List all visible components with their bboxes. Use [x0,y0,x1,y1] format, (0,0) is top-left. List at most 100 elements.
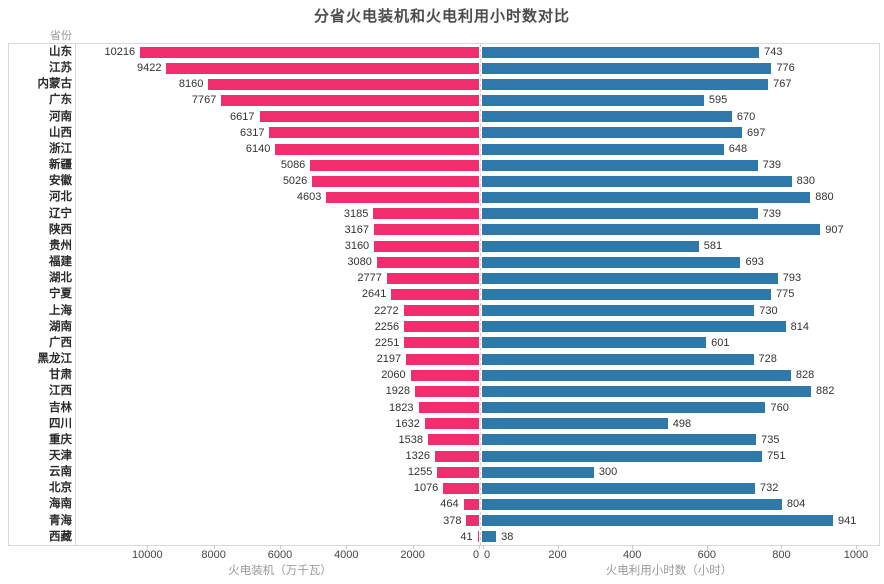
capacity-bar[interactable] [466,515,479,527]
hours-value-label: 728 [758,353,777,366]
province-label: 吉林 [49,401,72,414]
right-axis-tick-label: 0 [483,549,491,561]
capacity-bar[interactable] [373,208,479,220]
province-label: 广东 [49,94,72,107]
hours-bar[interactable] [482,482,756,494]
hours-bar[interactable] [482,224,821,236]
capacity-bar[interactable] [275,143,479,155]
plot-border-bottom [8,545,880,546]
hours-bar[interactable] [482,337,707,349]
capacity-bar[interactable] [312,175,479,187]
hours-bar[interactable] [482,159,758,171]
capacity-bar[interactable] [437,466,479,478]
capacity-bar[interactable] [166,62,479,74]
hours-bar[interactable] [482,418,668,430]
hours-bar[interactable] [482,369,791,381]
hours-bar[interactable] [482,515,833,527]
hours-bar[interactable] [482,208,758,220]
right-axis-tick-label: 400 [623,549,642,561]
hours-bar[interactable] [482,240,699,252]
left-axis-tick-label: 0 [472,549,480,561]
capacity-bar[interactable] [410,369,479,381]
capacity-bar[interactable] [269,127,479,139]
capacity-bar[interactable] [391,288,479,300]
province-label: 北京 [49,482,72,495]
left-axis-tick [479,545,480,549]
hours-bar[interactable] [482,256,741,268]
hours-bar[interactable] [482,466,594,478]
hours-bar[interactable] [482,78,769,90]
capacity-bar[interactable] [376,256,479,268]
right-axis-tick-label: 200 [548,549,567,561]
capacity-value-label: 4603 [296,191,322,204]
capacity-bar[interactable] [477,531,479,543]
capacity-bar[interactable] [221,95,479,107]
hours-bar[interactable] [482,402,766,414]
plot-border-left [8,43,9,546]
hours-bar[interactable] [482,272,778,284]
left-axis-tick-label: 4000 [334,549,359,561]
hours-bar[interactable] [482,531,497,543]
capacity-bar[interactable] [208,78,479,90]
capacity-value-label: 1076 [413,482,439,495]
hours-bar[interactable] [482,353,754,365]
left-axis-title: 火电装机（万千瓦） [228,565,332,577]
province-label: 四川 [49,417,72,430]
hours-value-label: 880 [815,191,834,204]
capacity-bar[interactable] [406,353,479,365]
province-label: 新疆 [49,159,72,172]
province-label: 天津 [49,450,72,462]
capacity-value-label: 2777 [357,272,382,285]
hours-bar[interactable] [482,175,792,187]
hours-bar[interactable] [482,192,811,204]
capacity-bar[interactable] [404,321,479,333]
left-axis-tick [147,545,149,549]
capacity-bar[interactable] [326,192,479,204]
capacity-bar[interactable] [428,434,479,446]
capacity-bar[interactable] [415,385,479,397]
hours-bar[interactable] [482,434,757,446]
province-label: 江苏 [49,62,72,75]
hours-bar[interactable] [482,499,782,511]
left-axis-tick-label: 8000 [201,549,226,561]
capacity-value-label: 378 [443,514,462,527]
hours-bar[interactable] [482,385,811,397]
hours-bar[interactable] [482,127,742,139]
capacity-bar[interactable] [443,482,479,494]
hours-bar[interactable] [482,305,755,317]
province-label: 广西 [49,336,72,349]
hours-bar[interactable] [482,111,732,123]
capacity-bar[interactable] [140,46,479,58]
hours-value-label: 793 [782,272,802,285]
hours-bar[interactable] [482,62,772,74]
province-label: 陕西 [49,223,72,236]
capacity-value-label: 2197 [376,353,402,366]
capacity-bar[interactable] [373,224,479,236]
capacity-value-label: 5086 [280,159,306,172]
capacity-bar[interactable] [463,499,479,511]
hours-value-label: 739 [762,159,781,172]
hours-value-label: 828 [795,369,815,382]
hours-bar[interactable] [482,46,760,58]
hours-bar[interactable] [482,95,704,107]
capacity-bar[interactable] [374,240,479,252]
right-axis-tick-label: 600 [697,549,716,561]
capacity-bar[interactable] [404,337,479,349]
hours-bar[interactable] [482,321,786,333]
right-axis-title: 火电利用小时数（小时） [605,565,733,577]
capacity-bar[interactable] [259,111,479,123]
province-label: 安徽 [49,175,72,188]
left-axis-tick [346,545,348,549]
capacity-bar[interactable] [418,402,479,414]
capacity-bar[interactable] [386,272,479,284]
capacity-bar[interactable] [435,450,479,462]
hours-bar[interactable] [482,143,724,155]
left-axis-tick-label: 10000 [132,549,163,561]
hours-value-label: 601 [711,336,730,349]
capacity-bar[interactable] [424,418,479,430]
hours-bar[interactable] [482,450,763,462]
left-axis-tick-label: 2000 [400,549,425,561]
hours-bar[interactable] [482,288,772,300]
capacity-bar[interactable] [403,305,479,317]
capacity-bar[interactable] [310,159,479,171]
